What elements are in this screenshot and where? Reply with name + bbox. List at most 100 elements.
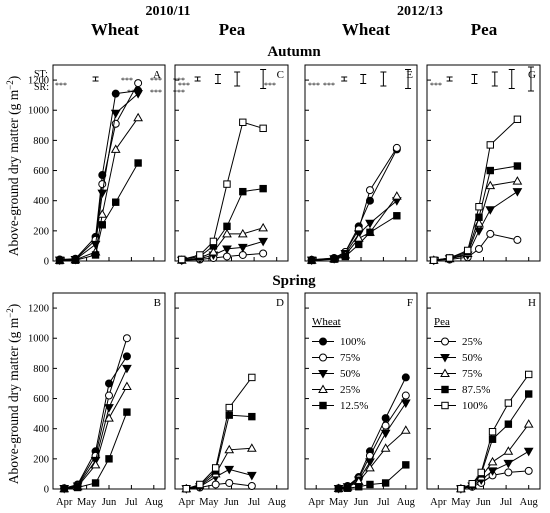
data-point: [222, 252, 231, 261]
legend-marker: [319, 337, 327, 346]
x-tick-label: Apr: [56, 497, 73, 508]
legend-label: 87.5%: [462, 384, 490, 396]
data-point: [258, 222, 269, 232]
panel-letter: F: [407, 297, 413, 309]
data-point: [91, 251, 100, 259]
legend-marker: [318, 384, 328, 393]
data-point: [224, 444, 235, 454]
data-point: [488, 435, 497, 443]
y-axis-title-autumn: Above-ground dry matter (g m−2): [5, 76, 21, 257]
data-point: [485, 180, 496, 190]
legend-label: 75%: [340, 352, 360, 364]
data-point: [445, 254, 454, 262]
data-point: [402, 461, 410, 469]
data-point: [248, 373, 256, 382]
legend-marker: [441, 401, 449, 410]
series-line: [311, 195, 398, 261]
legend-marker: [440, 354, 450, 363]
series-line: [311, 215, 398, 261]
data-point: [512, 176, 523, 185]
x-tick-label: Apr: [308, 497, 325, 508]
sig-sr-label: ***: [178, 81, 190, 90]
data-point: [123, 408, 131, 416]
legend-label: 100%: [462, 400, 488, 412]
data-point: [380, 443, 391, 452]
chart-panel-h: Apr May Jun Jul Aug H: [426, 292, 541, 508]
legend-marker: [319, 353, 327, 362]
data-point: [237, 228, 248, 238]
y-tick-label: 1000: [28, 106, 49, 117]
series-line: [311, 147, 398, 261]
data-point: [259, 249, 268, 258]
data-point: [248, 412, 256, 421]
panel-letter: E: [406, 69, 413, 81]
legend-marker: [318, 370, 328, 379]
data-point: [133, 90, 143, 99]
data-point: [223, 180, 231, 188]
data-point: [355, 240, 363, 249]
data-point: [122, 334, 131, 343]
x-tick-label: Aug: [520, 497, 539, 508]
data-point: [523, 447, 534, 457]
data-point: [71, 256, 80, 264]
panel-letter: A: [153, 69, 161, 81]
data-point: [393, 212, 401, 220]
data-point: [487, 467, 498, 476]
data-point: [211, 464, 220, 472]
data-point: [122, 381, 132, 390]
data-point: [477, 468, 485, 477]
data-point: [110, 109, 121, 119]
data-point: [209, 237, 218, 246]
data-point: [504, 468, 513, 477]
data-point: [486, 229, 495, 238]
y-tick-label: 200: [33, 454, 49, 465]
data-point: [259, 124, 267, 133]
data-point: [246, 443, 257, 452]
y-tick-label: 800: [33, 364, 49, 375]
data-point: [122, 352, 131, 361]
data-point: [196, 251, 204, 259]
legend-label: 25%: [462, 336, 482, 348]
data-point: [365, 186, 374, 195]
chart-panel-f: Apr May Jun Jul Aug F: [304, 292, 418, 508]
data-point: [258, 237, 269, 247]
data-point: [246, 471, 257, 481]
data-point: [468, 480, 476, 488]
x-tick-label: Jun: [476, 497, 491, 508]
data-point: [104, 404, 114, 413]
x-tick-label: Jul: [125, 497, 137, 508]
data-point: [512, 188, 523, 197]
legend: Pea 25% 50% 75% 87.5% 100%: [434, 316, 490, 412]
data-point: [381, 479, 390, 487]
x-tick-label: Jun: [354, 497, 369, 508]
data-point: [457, 484, 465, 493]
data-point: [487, 456, 498, 466]
data-point: [259, 184, 267, 193]
x-tick-label: Aug: [397, 497, 416, 508]
data-point: [237, 243, 248, 253]
x-tick-label: May: [199, 497, 219, 508]
y-tick-label: 0: [44, 257, 49, 268]
legend: Wheat 100% 75% 50% 25% 12.5%: [312, 316, 368, 412]
data-point: [341, 252, 350, 261]
data-point: [525, 370, 533, 379]
legend-label: 12.5%: [340, 400, 368, 412]
sig-sr-label: ***: [150, 88, 162, 97]
legend-title: Wheat: [312, 316, 341, 328]
x-tick-label: Jul: [377, 497, 389, 508]
data-point: [56, 256, 64, 265]
panel-letter: G: [528, 69, 536, 81]
x-tick-label: Apr: [430, 497, 447, 508]
data-point: [400, 399, 411, 409]
series-line: [181, 188, 264, 260]
data-point: [334, 484, 343, 493]
data-point: [239, 118, 247, 126]
sig-sr-label: ***: [173, 88, 185, 97]
data-point: [223, 222, 231, 231]
sig-st-label: ***: [121, 76, 133, 85]
data-point: [381, 421, 390, 430]
data-point: [105, 455, 113, 463]
x-tick-label: Apr: [178, 497, 195, 508]
legend-marker: [441, 337, 449, 346]
data-point: [513, 162, 522, 170]
